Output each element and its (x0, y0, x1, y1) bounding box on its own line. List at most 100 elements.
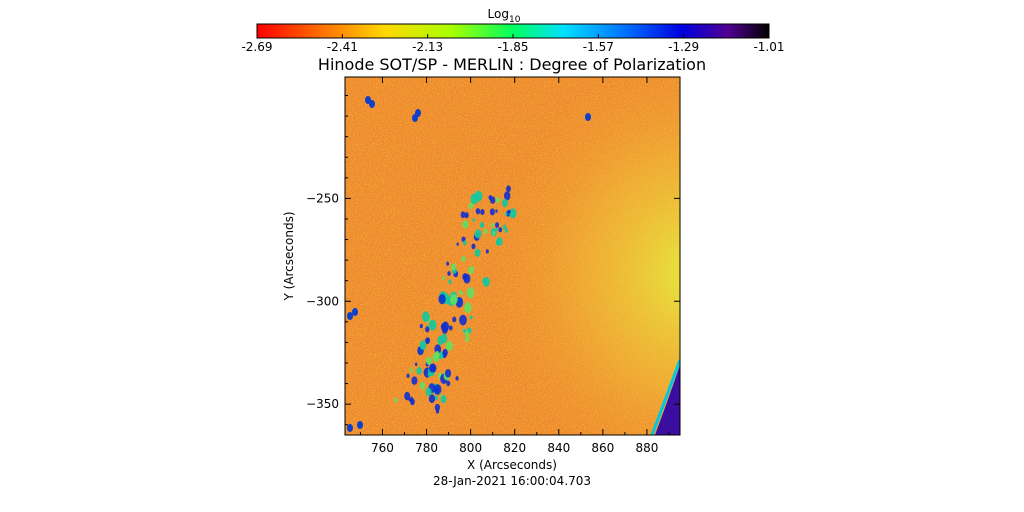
y-axis: −250 −300 −350 (306, 95, 680, 426)
polarization-patch (475, 229, 482, 239)
polarization-patch (489, 208, 495, 216)
polarization-patch (425, 387, 432, 397)
polarization-patch (433, 384, 442, 395)
colorbar-tick-label: -2.13 (412, 40, 443, 54)
polarization-patch (502, 224, 507, 230)
x-tick-label: 860 (591, 441, 614, 455)
polarization-patch (455, 376, 459, 381)
polarization-patch (464, 302, 472, 313)
colorbar-tick-label: -1.01 (753, 40, 784, 54)
polarization-patch (488, 195, 493, 200)
polarization-patch (357, 421, 363, 429)
polarization-patch (442, 348, 448, 357)
limb-edge (650, 359, 680, 435)
polarization-patch (461, 255, 466, 262)
limb-brightening (345, 77, 680, 435)
polarization-patch (462, 220, 469, 229)
polarization-patch (434, 395, 438, 401)
polarization-patch (472, 218, 476, 222)
polarization-patch (479, 221, 485, 229)
x-tick-label: 780 (415, 441, 438, 455)
polarization-patch (450, 263, 457, 271)
polarization-patch (459, 290, 463, 296)
polarization-patch (410, 369, 413, 373)
polarization-patch (414, 362, 418, 367)
polarization-patch (448, 279, 452, 285)
polarization-patch (585, 113, 591, 121)
off-limb-corner (655, 365, 680, 435)
polarization-patch (415, 109, 421, 117)
polarization-patch (440, 323, 447, 331)
polarization-patch (419, 381, 426, 390)
polarization-patch (438, 294, 446, 305)
polarization-patch (456, 242, 459, 246)
x-axis: 760 780 800 820 840 860 880 (359, 77, 670, 455)
polarization-patch (422, 311, 430, 322)
polarization-patch (464, 330, 470, 337)
polarization-patch (492, 231, 496, 236)
colorbar-tick-label: -2.41 (327, 40, 358, 54)
polarization-patch (369, 100, 375, 108)
polarization-patch (485, 249, 489, 254)
polarization-patch (434, 403, 441, 412)
polarization-patch (452, 316, 457, 323)
polarization-patch (503, 191, 511, 201)
polarization-patch (450, 294, 458, 305)
polarization-patch (495, 197, 500, 204)
polarization-patch (441, 275, 445, 280)
polarization-patch (428, 394, 436, 404)
colorbar-tick-label: -2.69 (241, 40, 272, 54)
polarization-patch (480, 208, 485, 216)
polarization-patch (434, 350, 440, 359)
polarization-patch (495, 227, 498, 231)
y-tick-label: −250 (306, 191, 339, 205)
polarization-patch (504, 228, 509, 233)
polarization-patch (468, 202, 474, 210)
colorbar-tick-label: -1.29 (668, 40, 699, 54)
polarization-patch (435, 408, 440, 414)
polarization-patch (495, 222, 500, 228)
polarization-patch (411, 376, 418, 385)
polarization-patch (430, 363, 437, 373)
polarization-patch (471, 243, 476, 250)
polarization-patch (483, 228, 488, 234)
polarization-patch (425, 356, 432, 365)
y-tick-label: −350 (306, 397, 339, 411)
polarization-patch (352, 308, 358, 316)
polarization-patch (446, 380, 451, 387)
polarization-patch (464, 212, 469, 219)
polarization-patch (347, 424, 353, 432)
polarization-patch (394, 397, 398, 403)
colorbar-label: Log10 (488, 7, 521, 25)
polarization-patch (469, 315, 473, 320)
x-tick-label: 840 (547, 441, 570, 455)
y-axis-label: Y (Arcseconds) (282, 211, 296, 301)
polarization-patch (440, 333, 448, 344)
polarization-patch (440, 393, 443, 397)
colorbar-tick-label: -1.85 (497, 40, 528, 54)
polarization-patch (474, 248, 481, 257)
x-tick-label: 880 (635, 441, 658, 455)
polarization-patch (459, 314, 467, 326)
colorbar-ticks: -2.69 -2.41 -2.13 -1.85 -1.57 -1.29 -1.01 (241, 34, 785, 54)
colorbar-tick-label: -1.57 (583, 40, 614, 54)
polarization-patch (419, 340, 427, 351)
polarization-patch (463, 273, 471, 284)
x-axis-label: X (Arcseconds) (467, 458, 557, 472)
polarization-patch (498, 227, 503, 233)
timestamp-footer: 28-Jan-2021 16:00:04.703 (433, 474, 591, 488)
polarization-patch (466, 287, 475, 299)
polarization-patch (406, 373, 410, 378)
plot-frame (344, 76, 681, 436)
x-tick-label: 760 (371, 441, 394, 455)
polarization-patch (426, 338, 430, 343)
y-tick-label: −300 (306, 294, 339, 308)
polarization-patch (428, 319, 437, 331)
polarization-patch (496, 237, 503, 246)
polarization-patch (440, 395, 447, 404)
polarization-patch (448, 325, 453, 331)
polarization-patch (447, 271, 451, 276)
x-tick-label: 820 (503, 441, 526, 455)
x-tick-label: 800 (459, 441, 482, 455)
